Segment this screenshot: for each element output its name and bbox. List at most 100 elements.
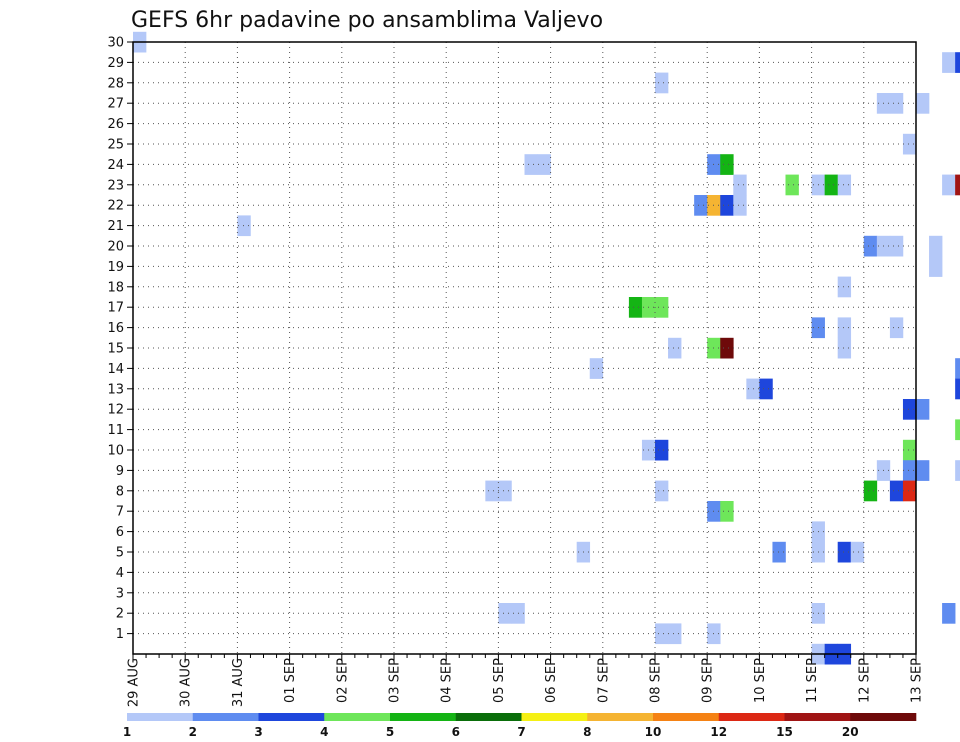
colorbar-swatch	[784, 713, 851, 721]
heatmap-cell	[837, 174, 852, 196]
colorbar-swatch	[653, 713, 720, 721]
x-tick-label: 12 SEP	[857, 658, 872, 703]
heatmap-cell	[824, 174, 838, 196]
x-tick-label: 31 AUG	[231, 658, 246, 707]
colorbar-label: 10	[645, 725, 662, 739]
heatmap-cell	[929, 256, 943, 277]
y-tick-label: 14	[107, 362, 124, 377]
y-tick-label: 19	[107, 260, 124, 275]
colorbar-swatch	[718, 713, 785, 721]
x-tick-label: 07 SEP	[596, 658, 611, 703]
colorbar-label: 20	[842, 725, 859, 739]
y-axis: 1234567891011121314151617181920212223242…	[107, 36, 133, 642]
heatmap-cell	[668, 623, 682, 645]
y-tick-label: 2	[116, 607, 124, 622]
colorbar-legend: 1 2 3 4 5 6 7 8 10 12 15 20	[123, 713, 917, 739]
heatmap-cell	[889, 480, 904, 502]
heatmap-cell	[837, 337, 852, 359]
heatmap-cell	[720, 195, 734, 216]
x-tick-label: 06 SEP	[544, 658, 559, 703]
heatmap-cell	[785, 174, 799, 196]
colorbar-label: 2	[189, 725, 197, 739]
y-tick-label: 10	[107, 444, 124, 459]
colorbar-label: 4	[320, 725, 328, 739]
y-tick-label: 8	[116, 484, 124, 499]
y-tick-label: 23	[107, 178, 124, 193]
x-tick-label: 10 SEP	[753, 658, 768, 703]
x-tick-label: 08 SEP	[649, 658, 664, 703]
heatmap-cell	[955, 174, 960, 196]
y-tick-label: 16	[107, 321, 124, 336]
y-tick-label: 17	[107, 301, 124, 316]
heatmap-cell	[902, 460, 917, 481]
y-tick-label: 22	[107, 199, 124, 214]
y-tick-label: 11	[107, 423, 124, 438]
x-tick-label: 05 SEP	[492, 658, 507, 703]
heatmap-cell	[902, 439, 917, 461]
heatmap-cell	[850, 541, 865, 563]
heatmap-cell	[655, 480, 669, 502]
y-tick-label: 24	[107, 158, 124, 173]
heatmap-cell	[759, 378, 773, 400]
y-tick-label: 3	[116, 586, 124, 601]
heatmap-cells	[133, 31, 960, 665]
colorbar-label: 6	[452, 725, 460, 739]
colorbar-label: 3	[254, 725, 262, 739]
heatmap-cell	[837, 541, 852, 563]
y-tick-label: 29	[107, 56, 124, 71]
heatmap-cell	[668, 337, 682, 359]
colorbar-label: 1	[123, 725, 131, 739]
heatmap-cell	[942, 52, 956, 73]
heatmap-cell	[628, 297, 643, 318]
heatmap-cell	[733, 174, 747, 196]
colorbar-label: 5	[386, 725, 394, 739]
heatmap-cell	[955, 52, 960, 73]
heatmap-cell	[863, 480, 878, 502]
heatmap-cell	[524, 154, 538, 175]
heatmap-cell	[589, 358, 604, 379]
heatmap-cell	[889, 235, 904, 257]
x-tick-label: 13 SEP	[910, 658, 925, 703]
x-tick-label: 11 SEP	[805, 658, 820, 703]
x-tick-label: 09 SEP	[701, 658, 716, 703]
y-tick-label: 4	[116, 566, 124, 581]
heatmap-cell	[942, 603, 956, 624]
grid-lines	[133, 41, 916, 654]
heatmap-cell	[537, 154, 551, 175]
colorbar-label: 7	[517, 725, 525, 739]
heatmap-cell	[902, 399, 917, 420]
heatmap-cell	[720, 337, 734, 359]
heatmap-cell	[902, 480, 917, 502]
heatmap-cell	[916, 93, 930, 114]
y-tick-label: 30	[107, 36, 124, 51]
y-tick-label: 18	[107, 280, 124, 295]
heatmap-cell	[889, 93, 904, 114]
heatmap-cell	[889, 317, 904, 339]
colorbar-swatch	[521, 713, 588, 721]
heatmap-cell	[694, 195, 708, 216]
colorbar-label: 8	[583, 725, 591, 739]
x-tick-label: 01 SEP	[283, 658, 298, 703]
heatmap-cell	[733, 195, 747, 216]
heatmap-cell	[655, 623, 669, 645]
colorbar-swatch	[587, 713, 654, 721]
y-tick-label: 20	[107, 240, 124, 255]
heatmap-cell	[837, 276, 852, 298]
heatmap-cell	[720, 501, 734, 522]
y-tick-label: 15	[107, 342, 124, 357]
heatmap-cell	[655, 72, 669, 94]
heatmap-cell	[237, 215, 251, 237]
heatmap-cell	[498, 480, 512, 502]
x-tick-label: 29 AUG	[127, 658, 142, 707]
y-tick-label: 25	[107, 138, 124, 153]
y-tick-label: 9	[116, 464, 124, 479]
y-tick-label: 1	[116, 627, 124, 642]
heatmap-cell	[863, 235, 878, 257]
x-tick-label: 02 SEP	[335, 658, 350, 703]
x-tick-label: 30 AUG	[179, 658, 194, 707]
colorbar-swatch	[390, 713, 457, 721]
x-axis: 29 AUG 30 AUG 31 AUG 01 SEP 02 SEP 03 SEP 04 S…	[127, 654, 925, 707]
heatmap-cell	[955, 378, 960, 400]
heatmap-cell	[916, 399, 930, 420]
